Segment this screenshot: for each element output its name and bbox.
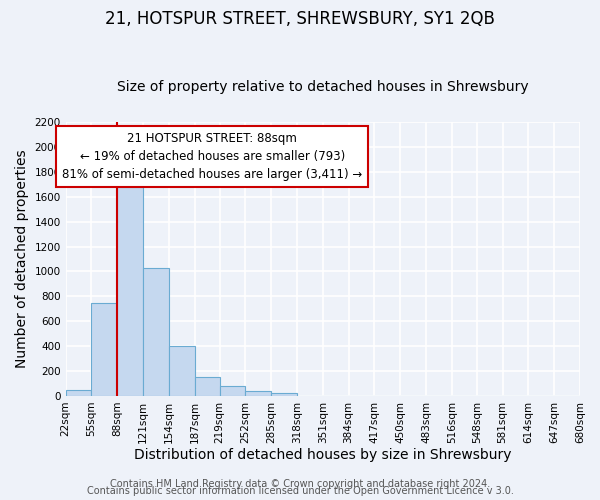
- Text: 21 HOTSPUR STREET: 88sqm
← 19% of detached houses are smaller (793)
81% of semi-: 21 HOTSPUR STREET: 88sqm ← 19% of detach…: [62, 132, 362, 180]
- Text: Contains HM Land Registry data © Crown copyright and database right 2024.: Contains HM Land Registry data © Crown c…: [110, 479, 490, 489]
- Y-axis label: Number of detached properties: Number of detached properties: [15, 150, 29, 368]
- Title: Size of property relative to detached houses in Shrewsbury: Size of property relative to detached ho…: [117, 80, 529, 94]
- X-axis label: Distribution of detached houses by size in Shrewsbury: Distribution of detached houses by size …: [134, 448, 512, 462]
- Bar: [271, 393, 297, 396]
- Bar: [169, 346, 194, 396]
- Bar: [117, 187, 143, 396]
- Bar: [143, 268, 169, 396]
- Bar: [220, 386, 245, 396]
- Text: 21, HOTSPUR STREET, SHREWSBURY, SY1 2QB: 21, HOTSPUR STREET, SHREWSBURY, SY1 2QB: [105, 10, 495, 28]
- Bar: [245, 391, 271, 396]
- Text: Contains public sector information licensed under the Open Government Licence v : Contains public sector information licen…: [86, 486, 514, 496]
- Bar: [91, 302, 117, 396]
- Bar: [194, 378, 220, 396]
- Bar: [65, 390, 91, 396]
